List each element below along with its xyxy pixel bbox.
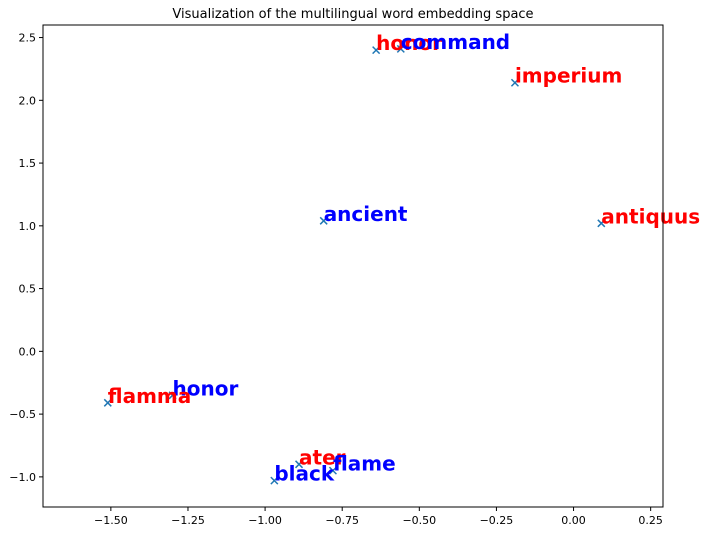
- data-point-marker: [510, 78, 519, 87]
- point-label: command: [401, 30, 510, 54]
- point-label: imperium: [515, 64, 622, 88]
- y-tick-label: 0.0: [19, 345, 37, 358]
- x-tick-label: 0.25: [638, 514, 663, 527]
- y-tick-label: 1.0: [19, 220, 37, 233]
- y-tick-label: 2.5: [19, 32, 37, 45]
- data-point-marker: [328, 466, 337, 475]
- point-label: ater: [299, 445, 346, 469]
- data-point-marker: [294, 460, 304, 469]
- y-tick-label: −0.5: [9, 408, 36, 421]
- y-tick-label: −1.0: [9, 471, 36, 484]
- x-tick-label: −0.50: [402, 514, 436, 527]
- chart-title: Visualization of the multilingual word e…: [172, 7, 533, 22]
- x-tick-label: −1.50: [94, 514, 128, 527]
- point-label: honor: [173, 376, 239, 400]
- x-tick-label: −0.75: [325, 514, 359, 527]
- x-tick-label: −1.25: [171, 514, 205, 527]
- axes: −1.50 −1.25 −1.00 −0.75 −0.50 −0.25 0.00 0.25 −1…: [9, 32, 663, 527]
- y-tick-label: 1.5: [19, 157, 37, 170]
- data-point-marker: [270, 476, 279, 485]
- x-tick-label: 0.00: [561, 514, 586, 527]
- point-label: honor: [376, 31, 442, 55]
- y-tick-label: 2.0: [19, 94, 37, 107]
- data-point-marker: [168, 391, 177, 400]
- y-tick-label: 0.5: [19, 283, 37, 296]
- data-point-marker: [103, 398, 112, 407]
- point-label: flamma: [108, 384, 192, 408]
- data-point-marker: [396, 44, 405, 53]
- point-label: black: [274, 462, 335, 486]
- data-point-marker: [372, 46, 381, 55]
- point-label: antiquus: [601, 204, 700, 228]
- data-point-marker: [319, 216, 328, 225]
- plot-frame: [42, 24, 664, 508]
- point-label: flame: [333, 452, 396, 476]
- x-tick-label: −0.25: [480, 514, 514, 527]
- data-points: [103, 44, 606, 485]
- x-tick-label: −1.00: [248, 514, 282, 527]
- data-point-marker: [597, 219, 606, 228]
- point-label: ancient: [324, 202, 408, 226]
